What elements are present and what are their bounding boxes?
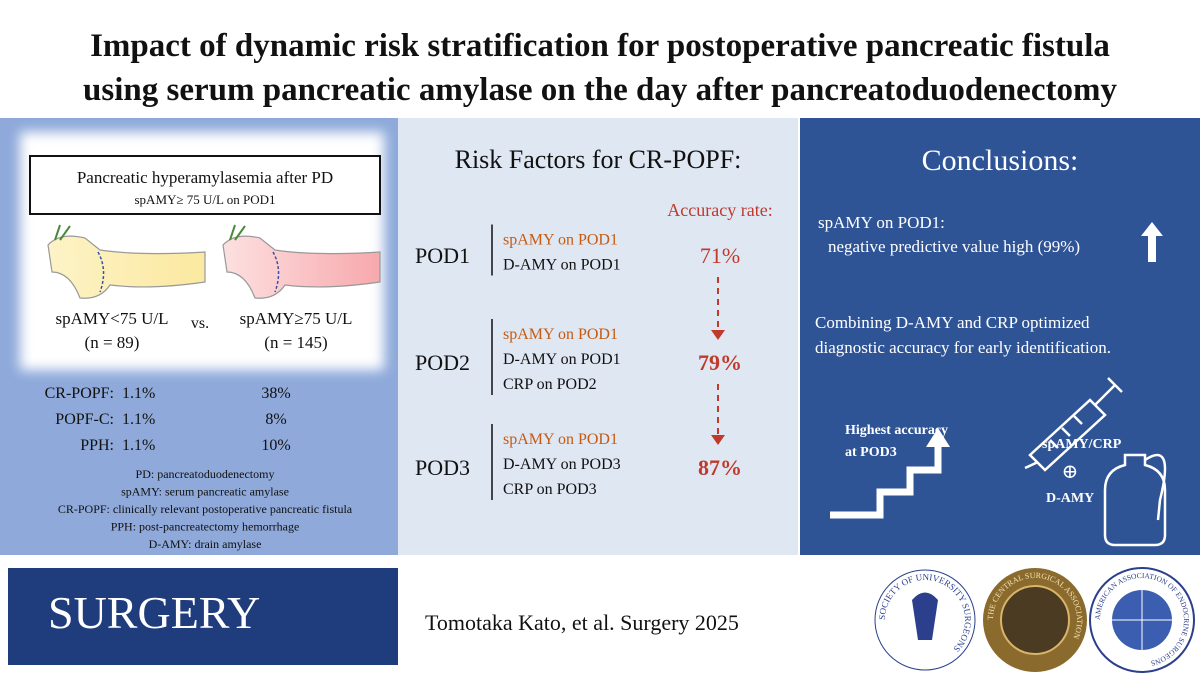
risk-factor: CRP on POD2 [503,376,597,393]
middle-panel [398,118,798,555]
accuracy-heading: Accuracy rate: [667,200,772,220]
risk-factor: D-AMY on POD1 [503,257,621,274]
pancreas-normal [47,224,206,299]
outcome-low: 1.1% [122,411,155,428]
accuracy: 87% [698,455,742,480]
group-label: spAMY<75 U/L [55,309,168,328]
logo: AMERICAN ASSOCIATION OF ENDOCRINE SURGEO… [1089,567,1195,673]
outcome-name: POPF-C: [55,411,114,428]
box-title: Pancreatic hyperamylasemia after PD [77,168,333,187]
outcome-name: CR-POPF: [45,385,114,402]
citation: Tomotaka Kato, et al. Surgery 2025 [425,610,739,635]
title-line: Impact of dynamic risk stratification fo… [90,28,1110,64]
logo: SOCIETY OF UNIVERSITY SURGEONS [874,569,976,671]
pancreas-inflamed [222,224,381,299]
outcome-high: 38% [261,385,290,402]
outcome-low: 1.1% [122,437,155,454]
combo-text: ⊕ [1062,461,1079,483]
journal-name: SURGERY [48,587,260,638]
accuracy: 79% [698,350,742,375]
group-label: spAMY≥75 U/L [240,309,353,328]
outcome-high: 10% [261,437,290,454]
group-n: (n = 145) [264,333,327,352]
box-subtitle: spAMY≥ 75 U/L on POD1 [135,192,276,207]
abbreviation: PD: pancreatoduodenectomy [136,467,275,481]
risk-factor: D-AMY on POD1 [503,351,621,368]
outcome-low: 1.1% [122,385,155,402]
right-panel [800,118,1200,555]
day-label: POD3 [415,455,470,480]
drain-bottle [1103,453,1167,547]
conclusions-heading: Conclusions: [922,144,1079,177]
syringe [1024,377,1123,472]
abbreviation: D-AMY: drain amylase [149,537,262,551]
abbreviation: spAMY: serum pancreatic amylase [121,485,289,499]
up-arrow [1141,222,1163,262]
risk-factor: CRP on POD3 [503,481,597,498]
combo-text: D-AMY [1046,491,1094,506]
risk-factor: spAMY on POD1 [503,431,618,448]
criteria-box [29,155,381,215]
risk-heading: Risk Factors for CR-POPF: [455,145,742,174]
stairs-arrow [926,428,950,447]
conclusion-text: negative predictive value high (99%) [828,237,1080,256]
stairs-label: at POD3 [845,445,897,460]
outcome-name: PPH: [80,437,114,454]
logo: THE CENTRAL SURGICAL ASSOCIATION [983,568,1087,672]
stairs [830,445,942,519]
combo-text: spAMY/CRP [1042,437,1122,452]
abbreviation: PPH: post-pancreatectomy hemorrhage [111,520,300,534]
conclusion-text: Combining D-AMY and CRP optimized [815,313,1090,332]
risk-factor: D-AMY on POD3 [503,456,621,473]
conclusion-text: spAMY on POD1: [818,213,945,232]
outcome-high: 8% [265,411,286,428]
accuracy: 71% [700,243,740,268]
arrow-head [711,330,725,340]
group-n: (n = 89) [85,333,140,352]
conclusion-text: diagnostic accuracy for early identifica… [815,338,1111,357]
journal-box [8,568,398,665]
day-label: POD2 [415,350,470,375]
arrow-head [711,435,725,445]
day-label: POD1 [415,243,470,268]
risk-factor: spAMY on POD1 [503,232,618,249]
title-line: using serum pancreatic amylase on the da… [83,72,1117,108]
stairs-label: Highest accuracy [845,423,948,438]
versus: vs. [191,315,209,332]
risk-factor: spAMY on POD1 [503,326,618,343]
abbreviation: CR-POPF: clinically relevant postoperati… [58,502,353,516]
